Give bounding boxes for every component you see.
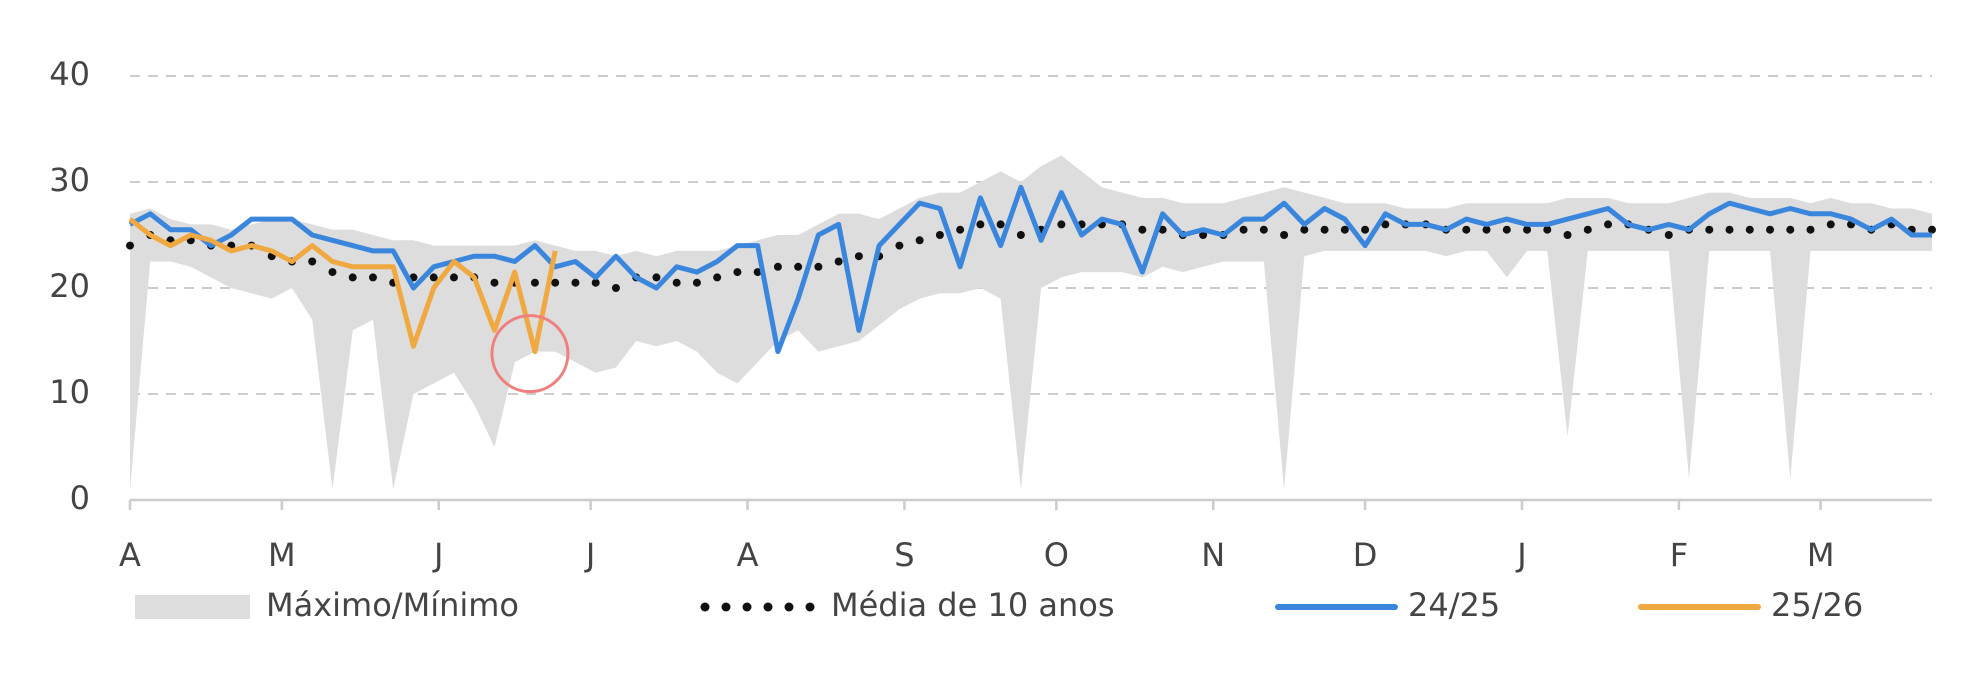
y-tick-label: 20 — [49, 267, 90, 305]
average-dot — [1604, 220, 1613, 229]
average-dot — [895, 241, 904, 250]
average-dot — [935, 231, 944, 239]
min-max-band — [130, 155, 1932, 490]
legend-swatch — [721, 602, 731, 612]
average-dot — [530, 278, 539, 287]
average-dot — [794, 262, 803, 271]
average-dot — [773, 262, 782, 271]
x-tick-label: J — [1515, 536, 1526, 574]
average-dot — [1057, 220, 1066, 229]
average-dot — [1361, 225, 1370, 234]
average-dot — [1745, 225, 1754, 234]
average-dot — [1340, 225, 1349, 234]
average-dot — [1300, 225, 1309, 234]
average-dot — [834, 257, 843, 266]
average-dot — [1482, 225, 1491, 234]
average-dot — [449, 273, 458, 282]
x-tick-label: S — [894, 536, 914, 574]
y-tick-label: 30 — [49, 161, 90, 199]
x-tick-label: F — [1670, 536, 1688, 574]
average-dot — [1259, 225, 1268, 234]
legend-swatch — [805, 602, 815, 612]
y-tick-label: 40 — [49, 55, 90, 93]
average-dot — [713, 273, 722, 282]
series-line — [128, 217, 558, 355]
average-dot — [551, 278, 560, 287]
x-tick-label: J — [584, 536, 595, 574]
legend-swatch — [763, 602, 773, 612]
average-dot — [1199, 231, 1208, 239]
average-dot — [611, 284, 620, 292]
legend-swatch — [784, 602, 794, 612]
average-dot — [591, 278, 600, 287]
x-tick-label: D — [1353, 536, 1378, 574]
average-dot — [915, 236, 924, 245]
average-dot — [571, 278, 580, 287]
average-dot — [692, 278, 701, 287]
x-tick-label: A — [737, 536, 759, 574]
average-dot — [1502, 225, 1511, 234]
average-dot — [1543, 225, 1552, 234]
average-dot — [1786, 225, 1795, 234]
legend-swatch — [742, 602, 752, 612]
average-dot — [1239, 225, 1248, 234]
average-dot — [1280, 231, 1289, 239]
average-dot — [348, 273, 357, 282]
average-dot — [1158, 225, 1167, 234]
legend-swatch — [135, 595, 250, 619]
average-dot — [956, 225, 965, 234]
average-dot — [1016, 231, 1025, 239]
average-dot — [733, 268, 742, 277]
x-tick-label: N — [1201, 536, 1225, 574]
average-dot — [1766, 225, 1775, 234]
average-dot — [1138, 225, 1147, 234]
legend-label: Máximo/Mínimo — [266, 586, 519, 624]
legend-label: 24/25 — [1408, 586, 1500, 624]
average-dot — [490, 278, 499, 287]
legend-label: 25/26 — [1771, 586, 1863, 624]
x-tick-label: M — [268, 536, 296, 574]
average-dot — [976, 220, 985, 229]
average-dot — [1725, 225, 1734, 234]
average-dot — [126, 241, 134, 250]
x-tick-label: O — [1044, 536, 1069, 574]
average-dot — [854, 252, 863, 261]
legend-swatch — [700, 602, 710, 612]
average-dot — [1563, 231, 1572, 239]
average-dot — [308, 257, 317, 266]
x-tick-label: M — [1807, 536, 1835, 574]
legend-label: Média de 10 anos — [831, 586, 1114, 624]
average-dot — [1664, 231, 1673, 239]
average-dot — [1705, 225, 1714, 234]
average-dot — [328, 268, 337, 277]
average-dot — [429, 273, 438, 282]
average-dot — [1928, 225, 1936, 234]
average-dot — [1806, 225, 1815, 234]
average-dot — [368, 273, 377, 282]
average-dot — [1523, 225, 1532, 234]
average-dot — [652, 273, 661, 282]
average-dot — [814, 262, 823, 271]
average-dot — [1381, 220, 1390, 229]
average-dot — [1462, 225, 1471, 234]
average-dot — [1320, 225, 1329, 234]
average-dot — [672, 278, 681, 287]
y-tick-label: 10 — [49, 373, 90, 411]
average-dot — [996, 220, 1005, 229]
x-tick-label: J — [432, 536, 443, 574]
average-dot — [1826, 220, 1835, 229]
y-tick-label: 0 — [70, 479, 90, 517]
series-line — [128, 184, 1932, 355]
x-tick-label: A — [119, 536, 141, 574]
average-dot — [1583, 225, 1592, 234]
highlight-circle — [490, 314, 570, 394]
average-dot — [753, 268, 762, 277]
